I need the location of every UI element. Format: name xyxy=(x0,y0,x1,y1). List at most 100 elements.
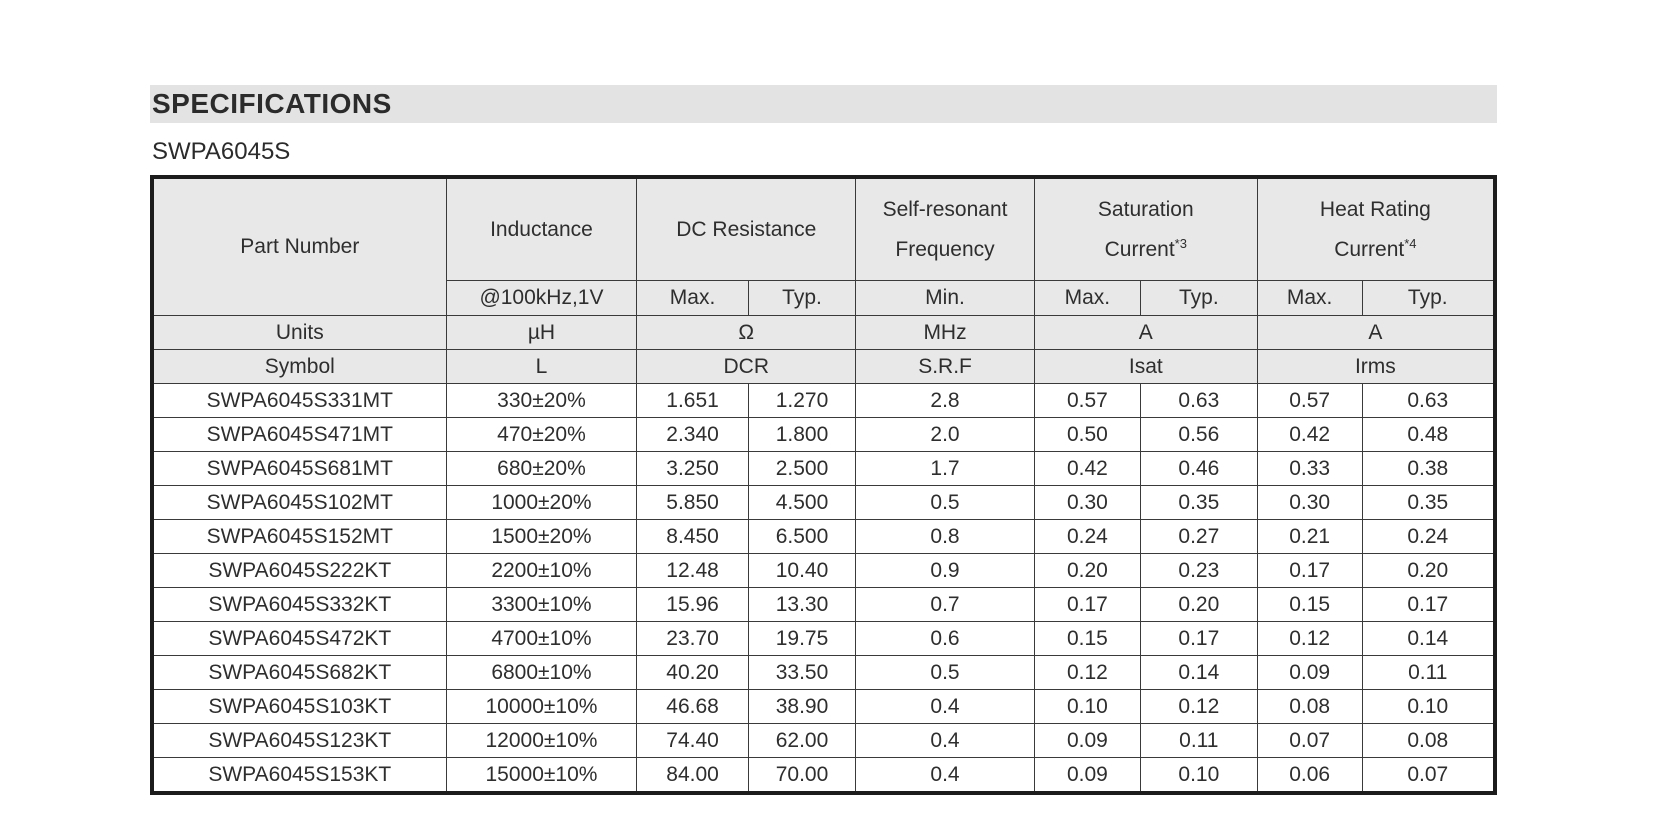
col-header-part-number: Part Number xyxy=(151,176,447,316)
cell-srf-min: 0.8 xyxy=(855,519,1035,554)
cell-irms-max: 0.30 xyxy=(1256,485,1363,520)
cell-isat-max: 0.20 xyxy=(1033,553,1141,588)
subheader-irms-max: Max. xyxy=(1256,280,1363,316)
subheader-irms-typ: Typ. xyxy=(1361,280,1496,316)
header-line: Current*4 xyxy=(1258,230,1493,270)
symbol-inductance: L xyxy=(445,349,638,384)
units-isat: A xyxy=(1033,315,1258,350)
cell-dcr-typ: 10.40 xyxy=(747,553,857,588)
cell-isat-typ: 0.46 xyxy=(1139,451,1258,486)
header-line-text: Current xyxy=(1334,237,1405,261)
cell-inductance: 3300±10% xyxy=(445,587,638,622)
section-title-bar: SPECIFICATIONS xyxy=(150,85,1497,123)
cell-part-number: SWPA6045S152MT xyxy=(151,519,447,554)
cell-srf-min: 0.6 xyxy=(855,621,1035,656)
cell-inductance: 4700±10% xyxy=(445,621,638,656)
cell-isat-typ: 0.14 xyxy=(1139,655,1258,690)
cell-isat-max: 0.17 xyxy=(1033,587,1141,622)
cell-isat-typ: 0.63 xyxy=(1139,383,1258,418)
cell-dcr-max: 1.651 xyxy=(636,383,749,418)
subheader-isat-max: Max. xyxy=(1033,280,1141,316)
cell-srf-min: 0.7 xyxy=(855,587,1035,622)
table-body: SWPA6045S331MT 330±20% 1.651 1.270 2.8 0… xyxy=(151,383,1496,794)
col-header-self-resonant-frequency: Self-resonant Frequency xyxy=(855,176,1035,281)
cell-irms-max: 0.09 xyxy=(1256,655,1363,690)
cell-srf-min: 0.9 xyxy=(855,553,1035,588)
cell-inductance: 1000±20% xyxy=(445,485,638,520)
section-title: SPECIFICATIONS xyxy=(152,88,392,119)
cell-part-number: SWPA6045S332KT xyxy=(151,587,447,622)
cell-isat-typ: 0.10 xyxy=(1139,757,1258,794)
header-row-main: Part Number Inductance DC Resistance Sel… xyxy=(151,176,1496,316)
cell-part-number: SWPA6045S222KT xyxy=(151,553,447,588)
cell-dcr-max: 74.40 xyxy=(636,723,749,758)
cell-isat-max: 0.12 xyxy=(1033,655,1141,690)
cell-dcr-typ: 38.90 xyxy=(747,689,857,724)
symbol-dcr: DCR xyxy=(636,349,857,384)
cell-inductance: 15000±10% xyxy=(445,757,638,794)
table-row: SWPA6045S682KT 6800±10% 40.20 33.50 0.5 … xyxy=(151,655,1496,690)
cell-dcr-typ: 19.75 xyxy=(747,621,857,656)
cell-isat-typ: 0.27 xyxy=(1139,519,1258,554)
cell-srf-min: 2.0 xyxy=(855,417,1035,452)
cell-srf-min: 0.5 xyxy=(855,485,1035,520)
cell-srf-min: 2.8 xyxy=(855,383,1035,418)
cell-irms-max: 0.21 xyxy=(1256,519,1363,554)
cell-part-number: SWPA6045S123KT xyxy=(151,723,447,758)
cell-irms-typ: 0.38 xyxy=(1361,451,1496,486)
cell-irms-max: 0.15 xyxy=(1256,587,1363,622)
table-row: SWPA6045S103KT 10000±10% 46.68 38.90 0.4… xyxy=(151,689,1496,724)
col-header-heat-rating-current: Heat Rating Current*4 xyxy=(1256,176,1496,281)
cell-isat-max: 0.15 xyxy=(1033,621,1141,656)
table-row: SWPA6045S681MT 680±20% 3.250 2.500 1.7 0… xyxy=(151,451,1496,486)
specifications-section: SPECIFICATIONS SWPA6045S Part Number Ind… xyxy=(150,85,1497,795)
cell-irms-max: 0.07 xyxy=(1256,723,1363,758)
symbol-irms: Irms xyxy=(1256,349,1496,384)
cell-inductance: 12000±10% xyxy=(445,723,638,758)
header-line-text: Current xyxy=(1104,237,1175,261)
cell-isat-max: 0.50 xyxy=(1033,417,1141,452)
units-irms: A xyxy=(1256,315,1496,350)
cell-part-number: SWPA6045S472KT xyxy=(151,621,447,656)
cell-irms-typ: 0.24 xyxy=(1361,519,1496,554)
subheader-srf-min: Min. xyxy=(855,280,1035,316)
cell-srf-min: 0.4 xyxy=(855,723,1035,758)
cell-dcr-max: 3.250 xyxy=(636,451,749,486)
table-row: SWPA6045S472KT 4700±10% 23.70 19.75 0.6 … xyxy=(151,621,1496,656)
cell-dcr-typ: 33.50 xyxy=(747,655,857,690)
header-line: Self-resonant xyxy=(882,197,1008,221)
units-row: Units µH Ω MHz A A xyxy=(151,315,1496,350)
cell-part-number: SWPA6045S681MT xyxy=(151,451,447,486)
cell-part-number: SWPA6045S331MT xyxy=(151,383,447,418)
col-header-dc-resistance: DC Resistance xyxy=(636,176,857,281)
cell-irms-typ: 0.10 xyxy=(1361,689,1496,724)
cell-inductance: 330±20% xyxy=(445,383,638,418)
cell-isat-max: 0.09 xyxy=(1033,757,1141,794)
cell-part-number: SWPA6045S153KT xyxy=(151,757,447,794)
table-row: SWPA6045S471MT 470±20% 2.340 1.800 2.0 0… xyxy=(151,417,1496,452)
table-row: SWPA6045S332KT 3300±10% 15.96 13.30 0.7 … xyxy=(151,587,1496,622)
subheader-dcr-typ: Typ. xyxy=(747,280,857,316)
cell-dcr-typ: 62.00 xyxy=(747,723,857,758)
header-row-sub: @100kHz,1V Max. Typ. Min. Max. Typ. Max.… xyxy=(152,280,1496,316)
cell-dcr-max: 23.70 xyxy=(636,621,749,656)
cell-dcr-max: 5.850 xyxy=(636,485,749,520)
cell-srf-min: 0.4 xyxy=(855,757,1035,794)
cell-inductance: 1500±20% xyxy=(445,519,638,554)
col-header-saturation-current: Saturation Current*3 xyxy=(1033,176,1258,281)
cell-irms-max: 0.42 xyxy=(1256,417,1363,452)
cell-isat-max: 0.42 xyxy=(1033,451,1141,486)
table-header: Part Number Inductance DC Resistance Sel… xyxy=(151,176,1496,384)
cell-dcr-max: 40.20 xyxy=(636,655,749,690)
cell-isat-typ: 0.56 xyxy=(1139,417,1258,452)
cell-dcr-typ: 6.500 xyxy=(747,519,857,554)
cell-dcr-typ: 70.00 xyxy=(747,757,857,794)
cell-irms-typ: 0.63 xyxy=(1361,383,1496,418)
cell-isat-max: 0.24 xyxy=(1033,519,1141,554)
cell-irms-typ: 0.48 xyxy=(1361,417,1496,452)
cell-dcr-typ: 4.500 xyxy=(747,485,857,520)
cell-inductance: 470±20% xyxy=(445,417,638,452)
cell-part-number: SWPA6045S103KT xyxy=(151,689,447,724)
footnote-ref-3: *3 xyxy=(1174,235,1187,251)
